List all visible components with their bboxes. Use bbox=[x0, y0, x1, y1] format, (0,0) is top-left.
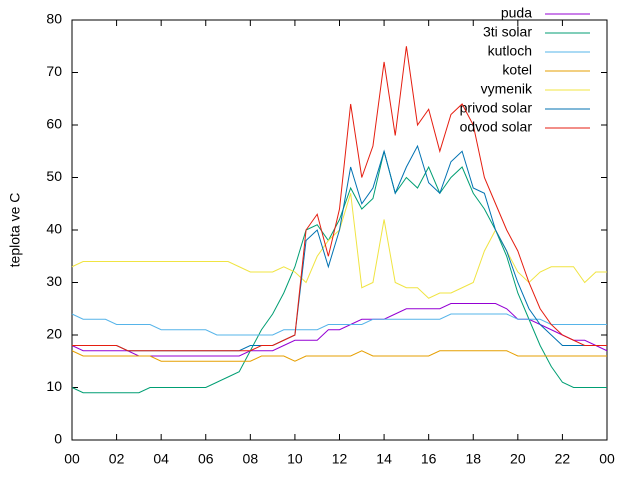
y-tick-label: 40 bbox=[46, 221, 62, 237]
y-tick-label: 0 bbox=[54, 431, 62, 447]
x-tick-label: 22 bbox=[555, 451, 571, 467]
series-line bbox=[72, 46, 607, 352]
y-tick-label: 50 bbox=[46, 168, 62, 184]
x-tick-label: 16 bbox=[421, 451, 437, 467]
series-line bbox=[71, 313, 607, 336]
series-line bbox=[72, 144, 607, 352]
x-tick-label: 18 bbox=[465, 451, 481, 467]
x-tick-label: 14 bbox=[376, 451, 392, 467]
x-tick-label: 08 bbox=[243, 451, 259, 467]
x-tick-label: 20 bbox=[510, 451, 526, 467]
legend-label: 3ti solar bbox=[483, 24, 532, 40]
series-line bbox=[71, 151, 607, 394]
series-line bbox=[71, 350, 607, 362]
legend-label: vymenik bbox=[481, 81, 533, 97]
y-tick-label: 10 bbox=[46, 378, 62, 394]
x-tick-label: 10 bbox=[287, 451, 303, 467]
y-tick-label: 80 bbox=[46, 11, 62, 27]
y-tick-label: 60 bbox=[46, 116, 62, 132]
x-tick-label: 06 bbox=[198, 451, 214, 467]
x-tick-label: 00 bbox=[599, 451, 615, 467]
y-tick-label: 70 bbox=[46, 63, 62, 79]
series-line bbox=[71, 303, 608, 357]
y-axis-label: teplota ve C bbox=[7, 193, 23, 268]
x-tick-label: 02 bbox=[109, 451, 125, 467]
legend-label: odvod solar bbox=[460, 119, 533, 135]
x-tick-label: 12 bbox=[332, 451, 348, 467]
x-tick-label: 00 bbox=[64, 451, 80, 467]
legend-label: kutloch bbox=[488, 43, 532, 59]
legend-label: privod solar bbox=[460, 100, 533, 116]
legend-label: puda bbox=[501, 5, 532, 21]
y-tick-label: 20 bbox=[46, 326, 62, 342]
legend-label: kotel bbox=[502, 62, 532, 78]
x-tick-label: 04 bbox=[153, 451, 169, 467]
y-tick-label: 30 bbox=[46, 273, 62, 289]
